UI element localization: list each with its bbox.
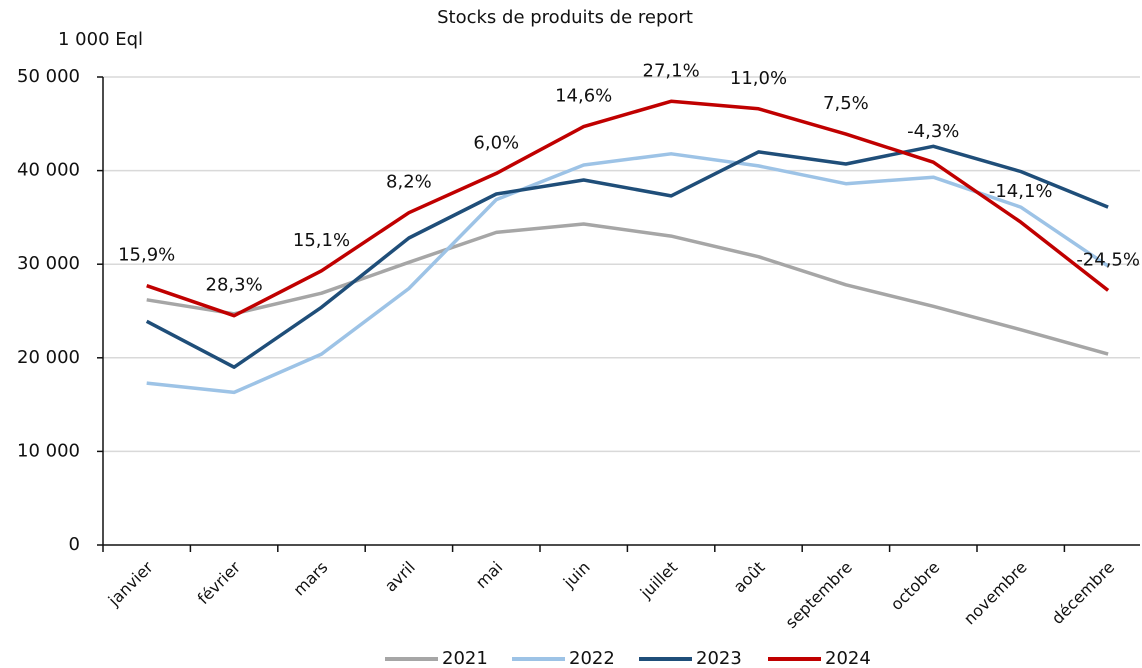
y-tick-label: 0 [69,534,80,555]
x-tick-label: janvier [104,557,157,610]
y-tick-label: 20 000 [17,347,80,368]
x-tick-label: juin [559,558,594,593]
y-tick-label: 50 000 [17,66,80,87]
y-unit: 1 000 Eql [58,29,143,50]
x-tick-label: août [730,558,769,597]
x-tick-label: février [194,557,245,608]
x-tick-label: avril [381,558,419,596]
annotation: 14,6% [555,86,612,107]
annotation: 6,0% [473,132,519,153]
y-tick-label: 40 000 [17,160,80,181]
x-tick-label: octobre [887,558,943,614]
annotation: -14,1% [989,181,1053,202]
annotation: 11,0% [730,68,787,89]
x-tick-label: décembre [1048,558,1118,628]
legend-label: 2021 [442,648,488,668]
legend-label: 2022 [569,648,615,668]
y-tick-label: 30 000 [17,253,80,274]
y-tick-label: 10 000 [17,440,80,461]
x-tick-label: mars [290,558,332,600]
annotation: 27,1% [643,60,700,81]
chart-title: Stocks de produits de report [437,7,693,28]
annotation: 7,5% [823,93,869,114]
series-line [146,99,1110,318]
x-tick-label: juillet [636,558,681,603]
series-line [145,144,1109,369]
annotation: 8,2% [386,172,432,193]
annotation: 28,3% [206,275,263,296]
annotation: 15,9% [118,245,175,266]
x-tick-label: septembre [781,558,855,632]
x-tick-label: mai [472,558,507,593]
series-line [146,152,1110,395]
annotation: -24,5% [1076,249,1140,270]
annotation: -4,3% [907,121,959,142]
series-line [146,222,1109,356]
x-tick-label: novembre [960,558,1031,629]
annotation: 15,1% [293,230,350,251]
legend-label: 2024 [825,648,871,668]
legend-label: 2023 [696,648,742,668]
